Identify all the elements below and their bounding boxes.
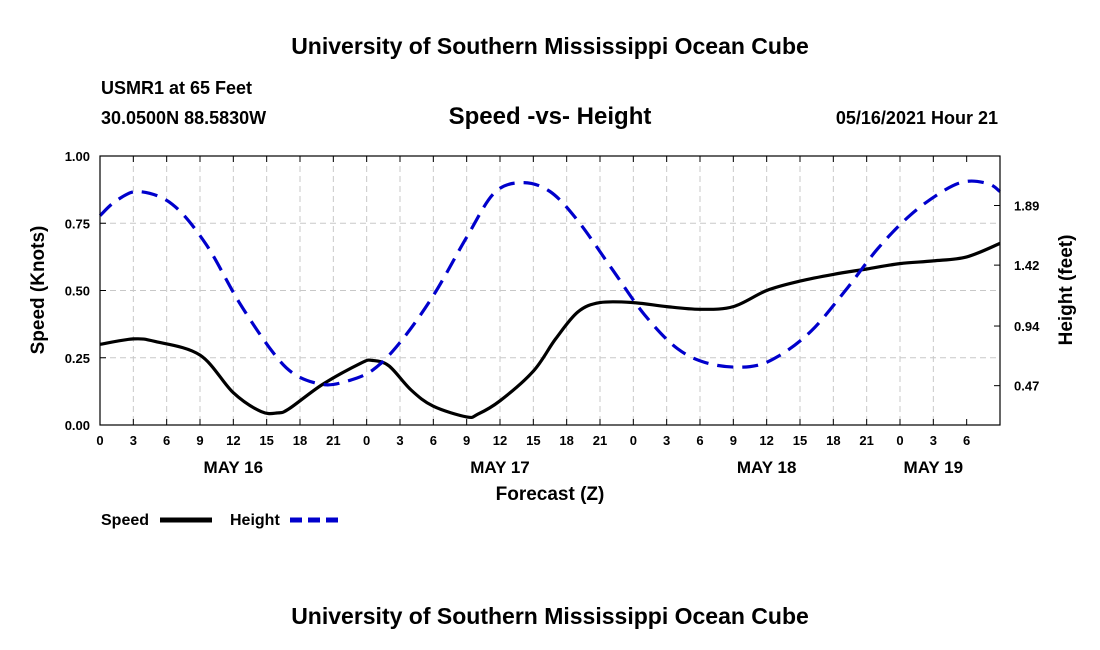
series-lines [98, 179, 1001, 420]
x-tick-label: 3 [663, 433, 670, 448]
x-day-label: MAY 16 [204, 458, 264, 477]
axis-ticks: 0 3 6 9 12 15 18 21 0 3 6 9 12 15 18 21 0 3 6 9 12 15 18 21 0 3 6 M… [65, 149, 1040, 477]
x-tick-label: 15 [526, 433, 540, 448]
x-tick-label: 0 [630, 433, 637, 448]
legend: Speed Height [101, 512, 344, 529]
x-tick-label: 6 [963, 433, 970, 448]
x-tick-label: 3 [930, 433, 937, 448]
legend-speed-label: Speed [101, 512, 149, 529]
x-tick-label: 18 [826, 433, 840, 448]
x-day-label: MAY 18 [737, 458, 797, 477]
y-tick-label: 0.00 [65, 418, 90, 433]
x-tick-label: 0 [896, 433, 903, 448]
footer-title: University of Southern Mississippi Ocean… [291, 603, 809, 629]
datetime-label: 05/16/2021 Hour 21 [836, 108, 998, 128]
x-tick-label: 21 [593, 433, 607, 448]
grid-lines [100, 156, 1000, 425]
x-tick-label: 12 [759, 433, 773, 448]
chart-subtitle: Speed -vs- Height [449, 103, 652, 130]
x-day-label: MAY 17 [470, 458, 530, 477]
y-tick-label: 0.75 [65, 216, 90, 231]
x-tick-label: 18 [293, 433, 307, 448]
y2-axis-title: Height (feet) [1056, 235, 1077, 346]
y2-tick-label: 0.94 [1014, 319, 1040, 334]
station-label: USMR1 at 65 Feet [101, 78, 252, 98]
main-title: University of Southern Mississippi Ocean… [291, 33, 809, 59]
x-tick-label: 18 [559, 433, 573, 448]
legend-height-label: Height [230, 512, 280, 529]
x-tick-label: 3 [130, 433, 137, 448]
y-tick-label: 1.00 [65, 149, 90, 164]
y2-tick-label: 1.42 [1014, 258, 1039, 273]
coordinates-label: 30.0500N 88.5830W [101, 108, 266, 128]
x-tick-label: 0 [363, 433, 370, 448]
x-tick-label: 12 [493, 433, 507, 448]
x-tick-label: 9 [463, 433, 470, 448]
x-tick-label: 12 [226, 433, 240, 448]
x-tick-label: 15 [259, 433, 273, 448]
x-tick-label: 6 [430, 433, 437, 448]
y2-tick-label: 1.89 [1014, 198, 1039, 213]
x-tick-label: 9 [196, 433, 203, 448]
y-tick-label: 0.50 [65, 284, 90, 299]
x-tick-label: 0 [96, 433, 103, 448]
x-tick-label: 21 [326, 433, 340, 448]
x-tick-label: 15 [793, 433, 807, 448]
x-tick-label: 9 [730, 433, 737, 448]
x-tick-label: 6 [696, 433, 703, 448]
x-tick-label: 6 [163, 433, 170, 448]
x-tick-label: 3 [396, 433, 403, 448]
x-day-label: MAY 19 [904, 458, 964, 477]
series-line-height [98, 179, 1001, 387]
y-axis-title: Speed (Knots) [28, 226, 49, 355]
y2-tick-label: 0.47 [1014, 379, 1039, 394]
x-tick-label: 21 [859, 433, 873, 448]
series-line-speed [99, 241, 1001, 420]
y-tick-label: 0.25 [65, 351, 90, 366]
x-axis-title: Forecast (Z) [496, 484, 605, 505]
